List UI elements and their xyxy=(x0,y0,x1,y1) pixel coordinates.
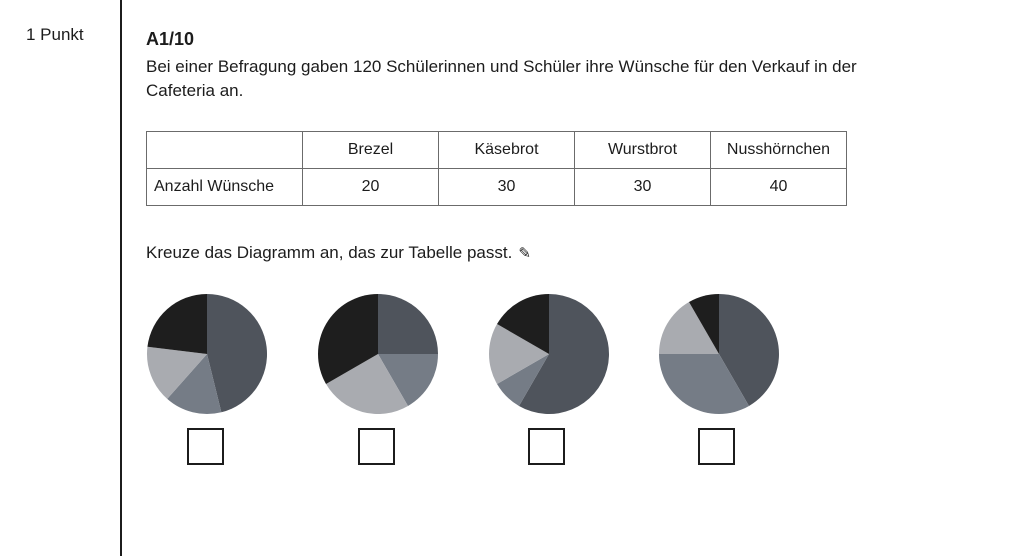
pie-slice xyxy=(659,354,749,414)
pie-slice xyxy=(659,302,719,354)
pie-chart-2 xyxy=(318,294,438,414)
pie-slice xyxy=(147,294,207,354)
pie-slice xyxy=(326,354,408,414)
pie-slice xyxy=(378,354,438,406)
pie-chart-4 xyxy=(659,294,779,414)
task-text: Bei einer Befragung gaben 120 Schülerinn… xyxy=(146,57,857,100)
checkbox-option-4[interactable] xyxy=(698,428,735,465)
table-header-cell: Brezel xyxy=(302,131,439,169)
table-header-row: Brezel Käsebrot Wurstbrot Nusshörnchen xyxy=(146,131,847,169)
checkbox-option-1[interactable] xyxy=(187,428,224,465)
instruction-text: Kreuze das Diagramm an, das zur Tabelle … xyxy=(146,243,513,262)
table-cell: 20 xyxy=(302,168,439,206)
points-label: 1 Punkt xyxy=(26,25,84,44)
margin-divider xyxy=(120,0,122,556)
instruction: Kreuze das Diagramm an, das zur Tabelle … xyxy=(146,243,531,263)
table-cell: 30 xyxy=(438,168,575,206)
pie-slice xyxy=(489,324,549,384)
pie-slice xyxy=(147,346,207,399)
pie-slice xyxy=(207,294,268,413)
pie-slice xyxy=(519,294,610,414)
pie-slice xyxy=(689,294,719,354)
pencil-icon: ✎ xyxy=(518,244,531,262)
table-header-cell: Wurstbrot xyxy=(574,131,711,169)
pie-chart-1 xyxy=(147,294,268,415)
table-cell: 30 xyxy=(574,168,711,206)
table-cell: 40 xyxy=(710,168,847,206)
table-corner-cell xyxy=(146,131,303,169)
table-row: Anzahl Wünsche 20 30 30 40 xyxy=(146,168,847,206)
pie-slice xyxy=(719,294,779,406)
pie-slice xyxy=(497,354,549,406)
data-table: Brezel Käsebrot Wurstbrot Nusshörnchen A… xyxy=(146,131,847,206)
table-row-label: Anzahl Wünsche xyxy=(146,168,303,206)
checkbox-option-2[interactable] xyxy=(358,428,395,465)
pie-slice xyxy=(497,294,549,354)
task-id: A1/10 xyxy=(146,29,195,49)
pie-chart-3 xyxy=(489,294,610,414)
pie-slice xyxy=(378,294,438,354)
pie-slice xyxy=(318,294,378,384)
checkbox-option-3[interactable] xyxy=(528,428,565,465)
pie-slice xyxy=(167,354,222,415)
